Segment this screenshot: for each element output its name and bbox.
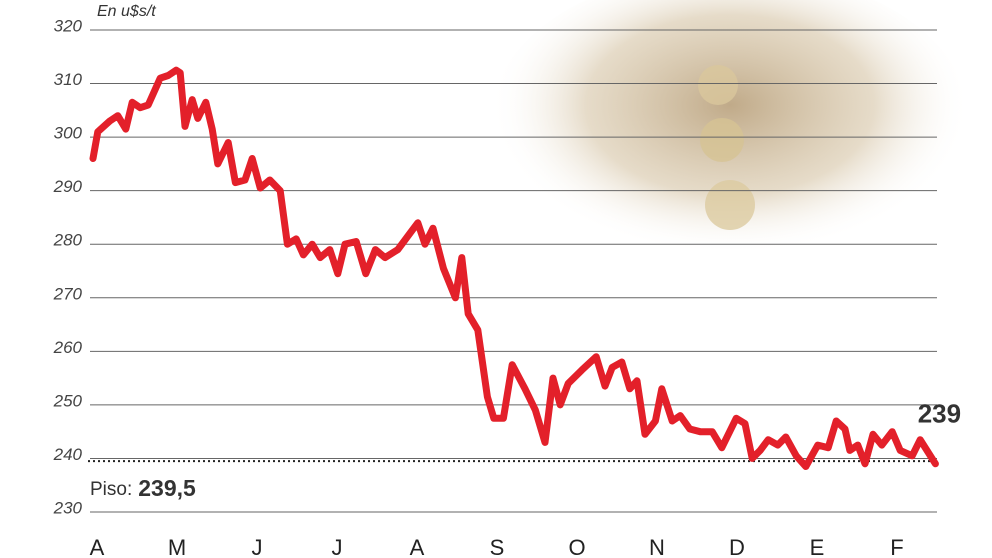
y-tick-label: 270 [53, 284, 83, 303]
x-tick-label: A [410, 535, 425, 558]
bean [698, 65, 738, 105]
x-tick-label: S [490, 535, 505, 558]
y-axis-label: En u$s/t [97, 3, 156, 20]
x-tick-label: D [729, 535, 745, 558]
x-tick-label: F [890, 535, 903, 558]
x-tick-label: E [810, 535, 825, 558]
reference-label-value: 239,5 [138, 475, 196, 501]
bean [705, 180, 755, 230]
y-tick-label: 300 [54, 124, 83, 143]
y-tick-label: 320 [54, 16, 83, 35]
x-tick-label: J [332, 535, 343, 558]
y-tick-label: 310 [54, 70, 83, 89]
line [89, 66, 939, 470]
x-tick-label: M [168, 535, 186, 558]
reference-label-text: Piso: [90, 479, 132, 500]
data-label: 239 [918, 399, 961, 429]
reference-label: Piso: 239,5 [90, 475, 196, 501]
bean [700, 118, 744, 162]
y-tick-label: 230 [53, 498, 83, 517]
x-tick-label: O [568, 535, 585, 558]
x-tick-label: A [90, 535, 105, 558]
y-tick-label: 280 [53, 231, 83, 250]
y-tick-label: 250 [53, 391, 83, 410]
y-tick-label: 240 [53, 445, 83, 464]
grid: 230 240 250 260 270 280 290 300 310 320 A M J J A S O N D E… [53, 16, 937, 558]
x-tick-label: J [252, 535, 263, 558]
marks: Piso: 239,5 239 [88, 66, 961, 501]
y-tick-label: 260 [53, 338, 83, 357]
y-tick-label: 290 [53, 177, 83, 196]
x-tick-label: N [649, 535, 665, 558]
